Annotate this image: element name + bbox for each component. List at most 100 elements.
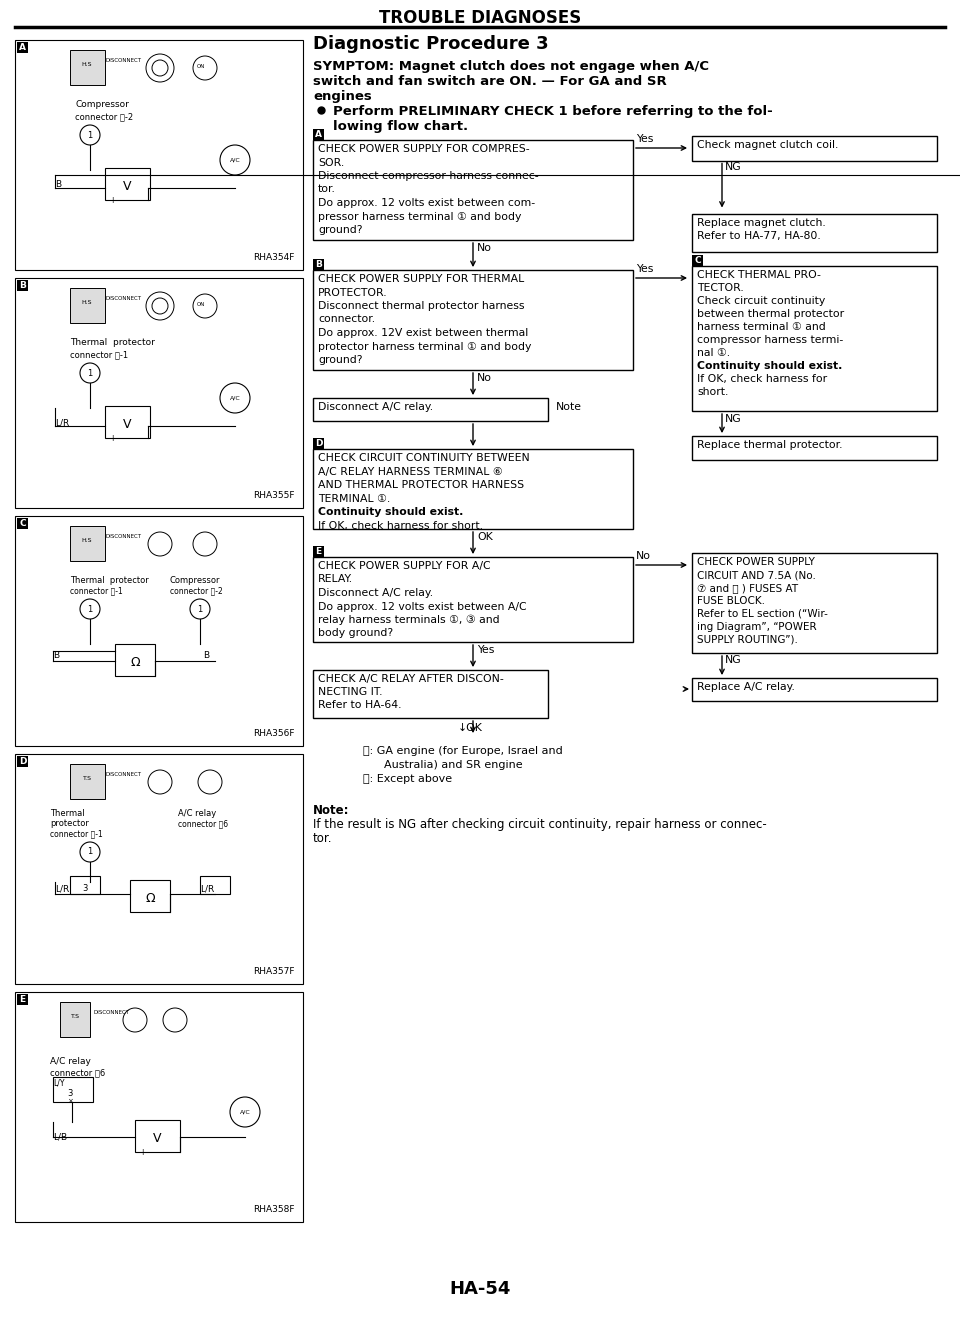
Text: A/C: A/C bbox=[240, 1109, 251, 1114]
Bar bbox=[692, 135, 937, 160]
Bar bbox=[313, 398, 548, 421]
Text: connector ⓪6: connector ⓪6 bbox=[50, 1068, 106, 1077]
Text: Ⓐ: GA engine (for Europe, Israel and: Ⓐ: GA engine (for Europe, Israel and bbox=[363, 746, 563, 757]
Text: Yes: Yes bbox=[477, 645, 494, 655]
Text: 3: 3 bbox=[67, 1089, 73, 1098]
Text: connector ⓧ-1: connector ⓧ-1 bbox=[70, 586, 123, 595]
Text: H.S: H.S bbox=[82, 301, 92, 306]
Text: RHA354F: RHA354F bbox=[253, 253, 295, 262]
Text: +: + bbox=[139, 1147, 145, 1157]
Text: Replace thermal protector.: Replace thermal protector. bbox=[697, 440, 843, 451]
Text: PROTECTOR.: PROTECTOR. bbox=[318, 288, 388, 298]
Text: connector ⓧ-2: connector ⓧ-2 bbox=[75, 113, 133, 121]
Text: NG: NG bbox=[725, 163, 742, 172]
Text: If the result is NG after checking circuit continuity, repair harness or connec-: If the result is NG after checking circu… bbox=[313, 818, 767, 831]
Text: CIRCUIT AND 7.5A (No.: CIRCUIT AND 7.5A (No. bbox=[697, 570, 816, 580]
Text: B: B bbox=[55, 180, 61, 189]
Text: Check magnet clutch coil.: Check magnet clutch coil. bbox=[697, 139, 838, 150]
Bar bbox=[313, 129, 324, 140]
Text: TECTOR.: TECTOR. bbox=[697, 284, 744, 293]
Text: Yes: Yes bbox=[636, 264, 654, 274]
Text: DISCONNECT: DISCONNECT bbox=[93, 1010, 129, 1015]
Text: C: C bbox=[694, 256, 701, 265]
Text: ground?: ground? bbox=[318, 355, 363, 364]
Text: compressor harness termi-: compressor harness termi- bbox=[697, 335, 843, 345]
Text: Ω: Ω bbox=[131, 656, 140, 669]
Bar bbox=[313, 556, 633, 643]
Text: D: D bbox=[19, 757, 26, 766]
Text: A/C RELAY HARNESS TERMINAL ⑥: A/C RELAY HARNESS TERMINAL ⑥ bbox=[318, 466, 503, 477]
Text: Australia) and SR engine: Australia) and SR engine bbox=[363, 761, 522, 770]
Bar bbox=[70, 50, 105, 85]
Text: CHECK POWER SUPPLY FOR A/C: CHECK POWER SUPPLY FOR A/C bbox=[318, 560, 491, 571]
Text: +: + bbox=[108, 435, 115, 443]
Text: engines: engines bbox=[313, 90, 372, 103]
Bar bbox=[313, 439, 324, 449]
Text: Do approx. 12 volts exist between A/C: Do approx. 12 volts exist between A/C bbox=[318, 602, 527, 612]
Bar bbox=[313, 546, 324, 556]
Text: protector harness terminal ① and body: protector harness terminal ① and body bbox=[318, 342, 532, 351]
Text: SUPPLY ROUTING”).: SUPPLY ROUTING”). bbox=[697, 635, 798, 645]
Text: relay harness terminals ①, ③ and: relay harness terminals ①, ③ and bbox=[318, 615, 499, 625]
Text: Disconnect thermal protector harness: Disconnect thermal protector harness bbox=[318, 301, 524, 311]
Text: D: D bbox=[315, 439, 323, 448]
Text: Thermal  protector: Thermal protector bbox=[70, 338, 155, 347]
Text: A: A bbox=[19, 42, 26, 52]
Text: Yes: Yes bbox=[636, 134, 654, 144]
Text: protector: protector bbox=[50, 819, 89, 828]
Text: CHECK POWER SUPPLY FOR COMPRES-: CHECK POWER SUPPLY FOR COMPRES- bbox=[318, 144, 530, 154]
Text: B: B bbox=[19, 281, 26, 290]
Bar bbox=[692, 436, 937, 460]
Bar bbox=[17, 994, 28, 1004]
Text: 1: 1 bbox=[87, 130, 92, 139]
Text: Note:: Note: bbox=[313, 804, 349, 818]
Bar bbox=[115, 644, 155, 676]
Text: RHA358F: RHA358F bbox=[253, 1204, 295, 1214]
Text: A/C: A/C bbox=[229, 158, 240, 163]
Text: connector ⓧ-1: connector ⓧ-1 bbox=[70, 350, 128, 359]
Text: Diagnostic Procedure 3: Diagnostic Procedure 3 bbox=[313, 34, 548, 53]
Text: between thermal protector: between thermal protector bbox=[697, 309, 844, 319]
Text: L/B: L/B bbox=[53, 1132, 67, 1141]
Text: TERMINAL ①.: TERMINAL ①. bbox=[318, 493, 391, 504]
Bar bbox=[313, 258, 324, 270]
Text: harness terminal ① and: harness terminal ① and bbox=[697, 322, 826, 333]
Text: Refer to HA-77, HA-80.: Refer to HA-77, HA-80. bbox=[697, 231, 821, 241]
Bar bbox=[15, 278, 303, 507]
Bar bbox=[130, 880, 170, 912]
Bar bbox=[70, 765, 105, 799]
Text: C: C bbox=[19, 519, 26, 527]
Bar bbox=[17, 757, 28, 767]
Text: Replace A/C relay.: Replace A/C relay. bbox=[697, 682, 795, 692]
Bar bbox=[53, 1077, 93, 1102]
Text: CHECK THERMAL PRO-: CHECK THERMAL PRO- bbox=[697, 270, 821, 280]
Text: -: - bbox=[170, 1147, 173, 1157]
Text: connector ⓧ-1: connector ⓧ-1 bbox=[50, 829, 103, 837]
Text: NG: NG bbox=[725, 655, 742, 665]
Bar bbox=[313, 270, 633, 370]
Text: Disconnect A/C relay.: Disconnect A/C relay. bbox=[318, 588, 433, 598]
Text: T.S: T.S bbox=[83, 776, 91, 782]
Text: Compressor: Compressor bbox=[170, 576, 221, 586]
Text: -: - bbox=[139, 196, 142, 205]
Text: Disconnect A/C relay.: Disconnect A/C relay. bbox=[318, 401, 433, 412]
Bar bbox=[17, 280, 28, 292]
Text: Refer to HA-64.: Refer to HA-64. bbox=[318, 700, 401, 710]
Text: Do approx. 12 volts exist between com-: Do approx. 12 volts exist between com- bbox=[318, 197, 535, 208]
Text: 3: 3 bbox=[83, 884, 87, 893]
Text: Thermal: Thermal bbox=[50, 810, 84, 818]
Text: FUSE BLOCK.: FUSE BLOCK. bbox=[697, 596, 765, 606]
Text: +: + bbox=[108, 196, 115, 205]
Bar bbox=[692, 266, 937, 411]
Text: CHECK POWER SUPPLY: CHECK POWER SUPPLY bbox=[697, 556, 815, 567]
Text: V: V bbox=[123, 417, 132, 431]
Text: TROUBLE DIAGNOSES: TROUBLE DIAGNOSES bbox=[379, 9, 581, 26]
Text: No: No bbox=[636, 551, 651, 560]
Text: Note: Note bbox=[556, 401, 582, 412]
Bar bbox=[135, 1120, 180, 1151]
Bar bbox=[313, 140, 633, 240]
Text: SOR.: SOR. bbox=[318, 158, 345, 167]
Text: CHECK POWER SUPPLY FOR THERMAL: CHECK POWER SUPPLY FOR THERMAL bbox=[318, 274, 524, 284]
Text: RELAY.: RELAY. bbox=[318, 575, 353, 584]
Text: SYMPTOM: Magnet clutch does not engage when A/C: SYMPTOM: Magnet clutch does not engage w… bbox=[313, 60, 709, 73]
